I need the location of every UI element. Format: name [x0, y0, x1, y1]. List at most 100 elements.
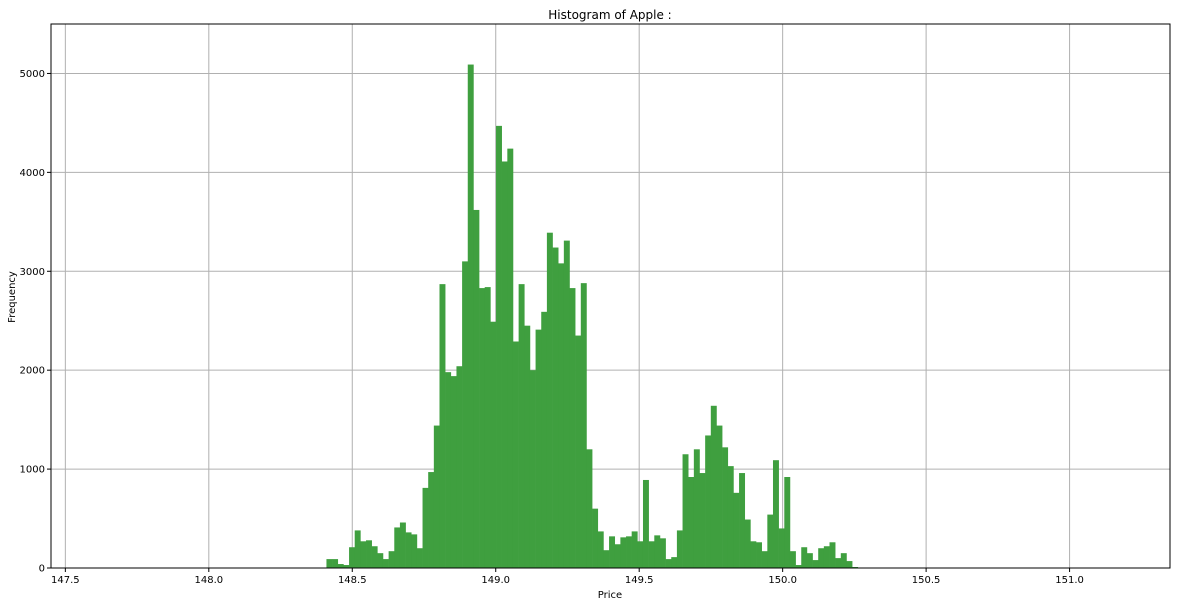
histogram-bar: [467, 64, 474, 568]
histogram-bar: [614, 544, 621, 568]
histogram-bar: [422, 487, 429, 568]
histogram-bar: [586, 449, 593, 568]
histogram-bar: [710, 405, 717, 568]
histogram-bar: [405, 532, 412, 568]
histogram-bar: [761, 551, 768, 568]
plot-frame: [50, 23, 1171, 569]
histogram-bar: [676, 530, 683, 568]
histogram-bar: [524, 325, 531, 568]
histogram-bar: [597, 531, 604, 568]
x-tick-label: 151.0: [1055, 575, 1084, 586]
histogram-bar: [727, 466, 734, 568]
histogram-bar: [580, 283, 587, 568]
histogram-bar: [631, 531, 638, 568]
histogram-bar: [388, 551, 395, 568]
histogram-bar: [772, 460, 779, 568]
histogram-bar: [688, 477, 695, 568]
histogram-bar: [416, 548, 423, 568]
x-tick-label: 147.5: [51, 575, 80, 586]
histogram-bar: [479, 288, 486, 568]
histogram-bar: [823, 546, 830, 568]
histogram-bar: [592, 508, 599, 568]
histogram-bar: [784, 477, 791, 568]
histogram-bar: [744, 519, 751, 568]
y-axis-ticks: 0 1000 2000 3000 4000 5000: [20, 69, 51, 575]
histogram-bar: [795, 565, 802, 568]
histogram-bar: [806, 553, 813, 568]
histogram-bar: [445, 372, 452, 568]
histogram-bar: [716, 425, 723, 568]
histogram-bar: [462, 261, 469, 568]
histogram-bar: [501, 161, 508, 568]
x-tick-label: 149.5: [625, 575, 654, 586]
histogram-bar: [535, 329, 542, 568]
histogram-bar: [818, 548, 825, 568]
y-tick-label: 1000: [20, 465, 45, 476]
histogram-bar: [337, 564, 344, 568]
histogram-bar: [450, 376, 457, 568]
histogram-bar: [609, 536, 616, 568]
histogram-bar: [840, 553, 847, 568]
histogram-bar: [569, 288, 576, 568]
histogram-bar: [575, 335, 582, 568]
histogram-bar: [546, 232, 553, 568]
histogram-bar: [665, 559, 672, 568]
histogram-bar: [473, 209, 480, 568]
chart-title: Histogram of Apple :: [548, 8, 671, 22]
histogram-bar: [846, 561, 853, 568]
histogram-bar: [801, 547, 808, 568]
histogram-bar: [433, 425, 440, 568]
histogram-bar: [626, 536, 632, 568]
histogram-bar: [490, 321, 497, 568]
y-tick-label: 3000: [20, 267, 45, 278]
histogram-bar: [411, 534, 418, 568]
histogram-bar: [682, 454, 689, 568]
x-tick-label: 150.0: [768, 575, 797, 586]
histogram-bar: [552, 247, 559, 568]
histogram-bar: [326, 559, 333, 568]
histogram-bar: [835, 558, 842, 568]
histogram-bar: [829, 542, 836, 568]
histogram-bar: [563, 240, 570, 569]
histogram-bars: [326, 64, 859, 569]
histogram-bar: [507, 148, 514, 568]
histogram-bar: [778, 528, 785, 568]
histogram-bar: [439, 284, 446, 568]
x-tick-label: 150.5: [912, 575, 941, 586]
y-tick-label: 2000: [20, 366, 45, 377]
histogram-bar: [756, 542, 762, 568]
grid-lines: [51, 24, 1170, 569]
histogram-bar: [332, 559, 339, 568]
y-axis-label: Frequency: [7, 271, 18, 323]
histogram-bar: [767, 514, 774, 568]
histogram-bar: [394, 527, 401, 568]
histogram-bar: [705, 435, 712, 568]
histogram-bar: [558, 263, 565, 568]
histogram-bar: [512, 341, 519, 568]
histogram-bar: [733, 492, 740, 568]
histogram-bar: [722, 447, 729, 568]
histogram-bar: [484, 287, 491, 568]
histogram-bar: [349, 547, 356, 568]
histogram-bar: [789, 551, 796, 568]
histogram-bar: [659, 538, 666, 568]
x-tick-label: 148.0: [194, 575, 223, 586]
histogram-bar: [603, 550, 610, 568]
y-tick-label: 0: [39, 564, 45, 575]
histogram-bar: [654, 535, 661, 568]
histogram-bar: [343, 565, 350, 568]
x-axis-label: Price: [598, 590, 622, 601]
y-tick-label: 4000: [20, 168, 45, 179]
x-tick-label: 149.0: [481, 575, 510, 586]
histogram-bar: [360, 541, 367, 568]
histogram-bar: [812, 560, 819, 568]
histogram-bar: [428, 472, 435, 568]
histogram-bar: [382, 559, 389, 568]
histogram-bar: [456, 366, 463, 568]
histogram-bar: [699, 473, 706, 568]
histogram-bar: [620, 537, 627, 568]
x-tick-label: 148.5: [338, 575, 367, 586]
histogram-bar: [750, 541, 757, 568]
histogram-bar: [529, 370, 536, 568]
